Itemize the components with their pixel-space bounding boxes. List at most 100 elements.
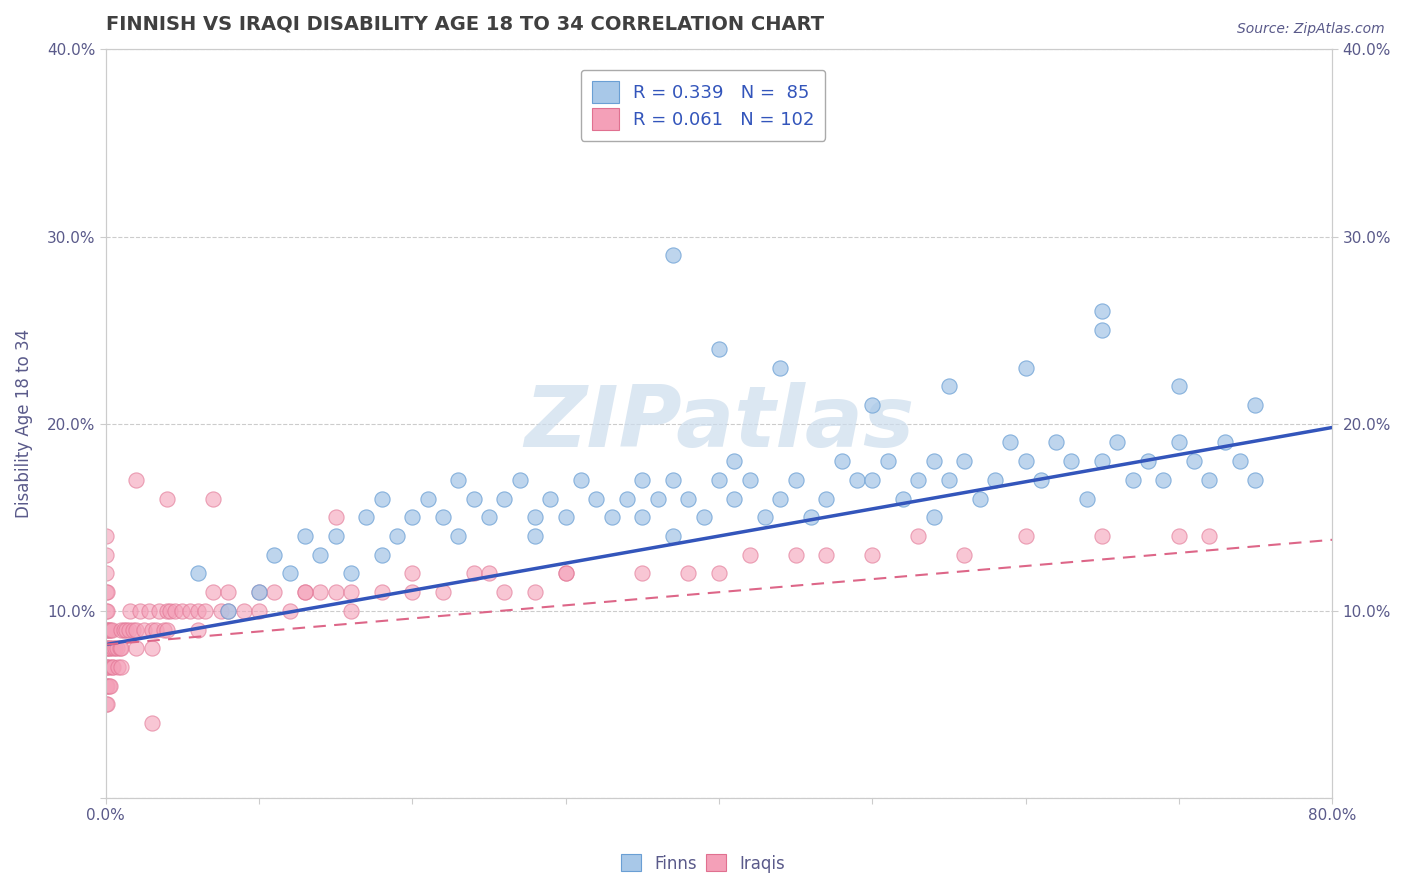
Point bbox=[1244, 473, 1267, 487]
Point bbox=[187, 566, 209, 581]
Point bbox=[707, 566, 730, 581]
Point bbox=[723, 491, 745, 506]
Point bbox=[1198, 529, 1220, 543]
Point bbox=[108, 641, 131, 656]
Point bbox=[217, 604, 239, 618]
Point bbox=[125, 623, 148, 637]
Point bbox=[738, 473, 761, 487]
Point bbox=[385, 529, 408, 543]
Y-axis label: Disability Age 18 to 34: Disability Age 18 to 34 bbox=[15, 329, 32, 518]
Point bbox=[754, 510, 776, 524]
Point bbox=[94, 604, 117, 618]
Point bbox=[998, 435, 1021, 450]
Point bbox=[94, 529, 117, 543]
Point bbox=[1045, 435, 1067, 450]
Point bbox=[194, 604, 217, 618]
Point bbox=[118, 623, 141, 637]
Point bbox=[785, 548, 807, 562]
Point bbox=[416, 491, 439, 506]
Point bbox=[1182, 454, 1205, 468]
Point bbox=[134, 623, 156, 637]
Point bbox=[179, 604, 201, 618]
Point bbox=[692, 510, 714, 524]
Point bbox=[325, 585, 347, 599]
Point bbox=[1029, 473, 1052, 487]
Point bbox=[94, 566, 117, 581]
Point bbox=[738, 548, 761, 562]
Point bbox=[110, 660, 132, 674]
Point bbox=[94, 660, 117, 674]
Point bbox=[815, 548, 838, 562]
Point bbox=[953, 548, 976, 562]
Point bbox=[370, 548, 392, 562]
Point bbox=[1014, 454, 1036, 468]
Text: FINNISH VS IRAQI DISABILITY AGE 18 TO 34 CORRELATION CHART: FINNISH VS IRAQI DISABILITY AGE 18 TO 34… bbox=[105, 15, 824, 34]
Point bbox=[600, 510, 623, 524]
Point bbox=[401, 566, 423, 581]
Point bbox=[356, 510, 378, 524]
Point bbox=[463, 566, 485, 581]
Point bbox=[97, 679, 120, 693]
Point bbox=[110, 641, 132, 656]
Point bbox=[707, 473, 730, 487]
Point bbox=[94, 585, 117, 599]
Point bbox=[1137, 454, 1160, 468]
Point bbox=[1091, 454, 1114, 468]
Point bbox=[145, 623, 167, 637]
Point bbox=[232, 604, 254, 618]
Point bbox=[141, 641, 163, 656]
Point bbox=[96, 623, 118, 637]
Point bbox=[156, 623, 179, 637]
Point bbox=[94, 623, 117, 637]
Point bbox=[891, 491, 914, 506]
Point bbox=[94, 698, 117, 712]
Point bbox=[100, 623, 122, 637]
Point bbox=[100, 641, 122, 656]
Point bbox=[247, 585, 270, 599]
Point bbox=[662, 529, 685, 543]
Point bbox=[340, 566, 363, 581]
Point bbox=[1091, 529, 1114, 543]
Point bbox=[401, 510, 423, 524]
Point bbox=[401, 585, 423, 599]
Point bbox=[969, 491, 991, 506]
Point bbox=[156, 491, 179, 506]
Point bbox=[1076, 491, 1098, 506]
Point bbox=[105, 641, 128, 656]
Point bbox=[463, 491, 485, 506]
Point bbox=[125, 641, 148, 656]
Text: Source: ZipAtlas.com: Source: ZipAtlas.com bbox=[1237, 22, 1385, 37]
Point bbox=[263, 585, 285, 599]
Point bbox=[953, 454, 976, 468]
Point bbox=[138, 604, 160, 618]
Point bbox=[309, 548, 332, 562]
Point bbox=[662, 248, 685, 262]
Point bbox=[340, 585, 363, 599]
Point bbox=[96, 585, 118, 599]
Point bbox=[96, 641, 118, 656]
Point bbox=[494, 491, 516, 506]
Point bbox=[1122, 473, 1144, 487]
Point bbox=[432, 510, 454, 524]
Point bbox=[907, 529, 929, 543]
Point bbox=[114, 623, 136, 637]
Point bbox=[509, 473, 531, 487]
Point bbox=[876, 454, 898, 468]
Point bbox=[524, 510, 547, 524]
Point bbox=[309, 585, 332, 599]
Point bbox=[187, 604, 209, 618]
Point bbox=[101, 623, 124, 637]
Point bbox=[678, 491, 700, 506]
Point bbox=[1091, 304, 1114, 318]
Legend: R = 0.339   N =  85, R = 0.061   N = 102: R = 0.339 N = 85, R = 0.061 N = 102 bbox=[581, 70, 825, 141]
Point bbox=[860, 548, 883, 562]
Point bbox=[478, 510, 501, 524]
Point bbox=[120, 604, 142, 618]
Point bbox=[647, 491, 669, 506]
Point bbox=[860, 398, 883, 412]
Point bbox=[163, 604, 186, 618]
Point bbox=[631, 510, 654, 524]
Point bbox=[96, 698, 118, 712]
Point bbox=[785, 473, 807, 487]
Point bbox=[1153, 473, 1175, 487]
